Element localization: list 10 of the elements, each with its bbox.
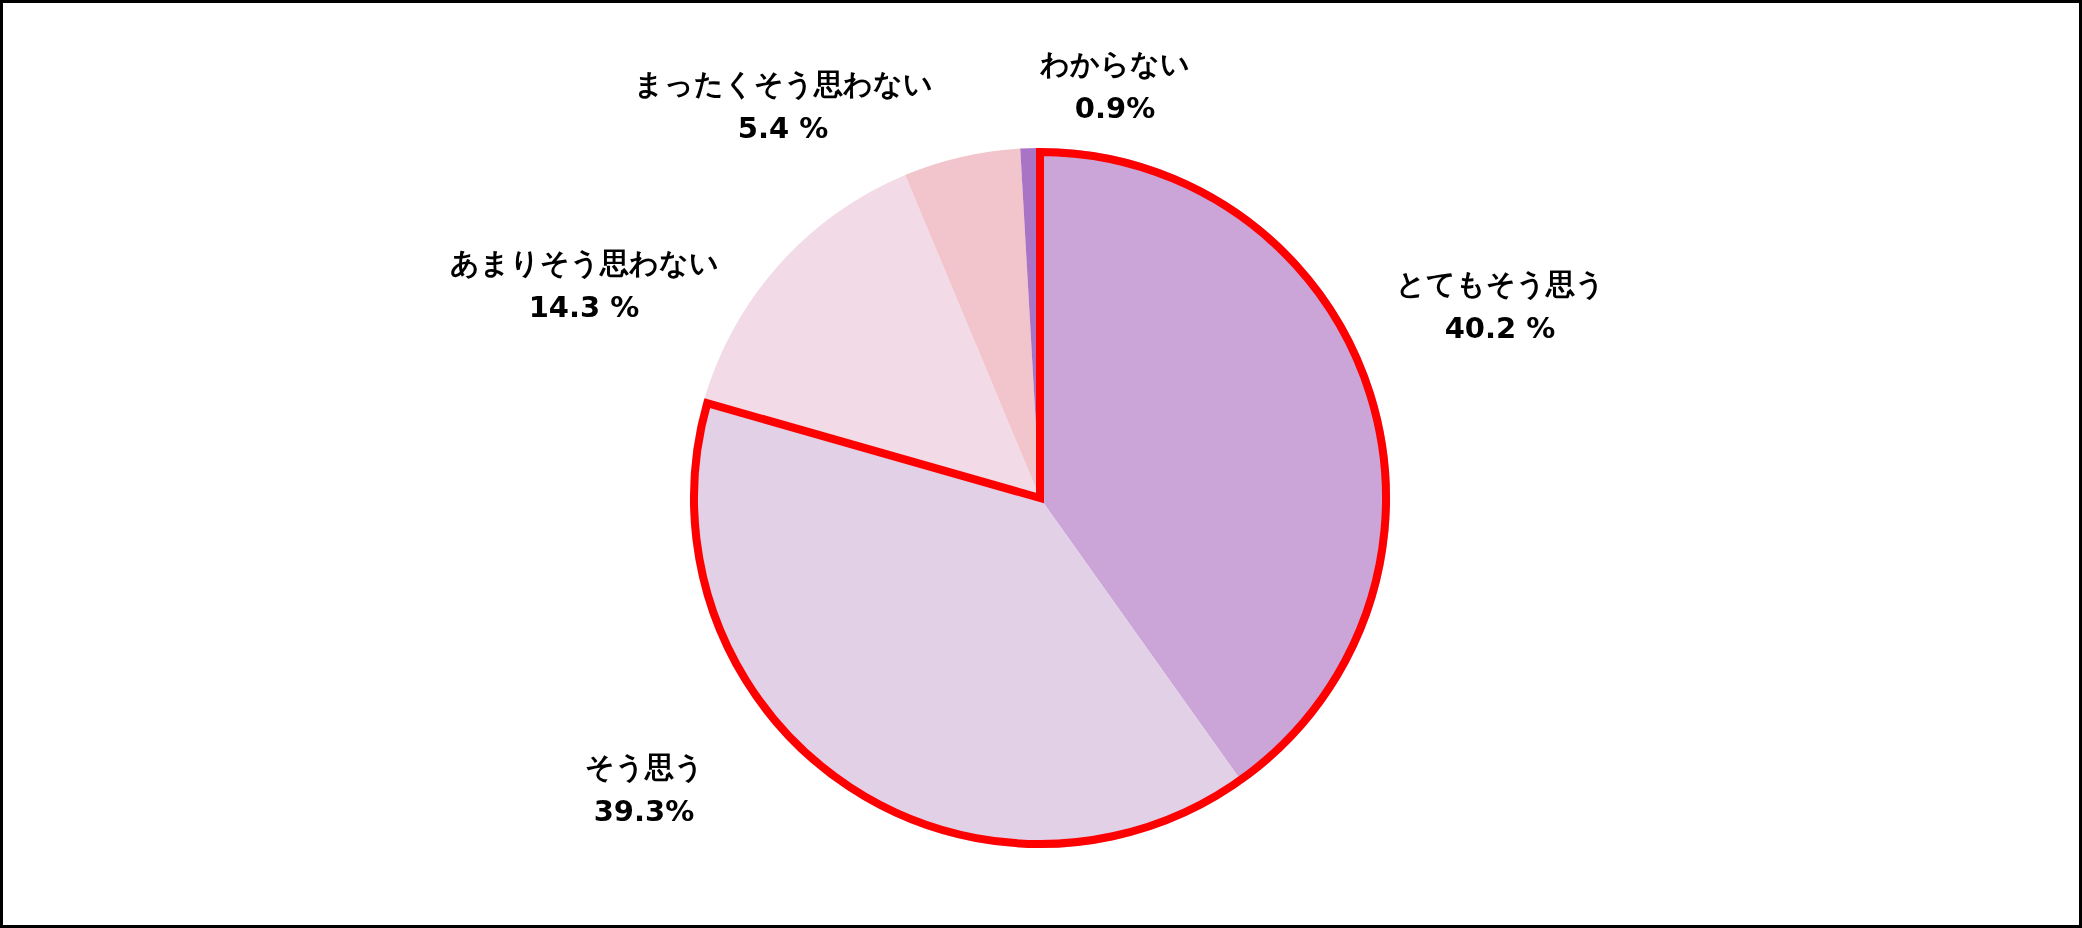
slice-label: そう思う [584,750,704,784]
slice-label: とてもそう思う [1395,267,1605,301]
data-label: 14.3 % [528,290,640,324]
slice-label: まったくそう思わない [633,67,933,101]
data-label: 0.9% [1074,91,1156,125]
slice-label: あまりそう思わない [449,246,719,280]
slice-label: わからない [1039,47,1190,81]
data-label: 39.3% [593,794,695,828]
data-label: 5.4 % [737,111,829,145]
data-label: 40.2 % [1444,311,1556,345]
